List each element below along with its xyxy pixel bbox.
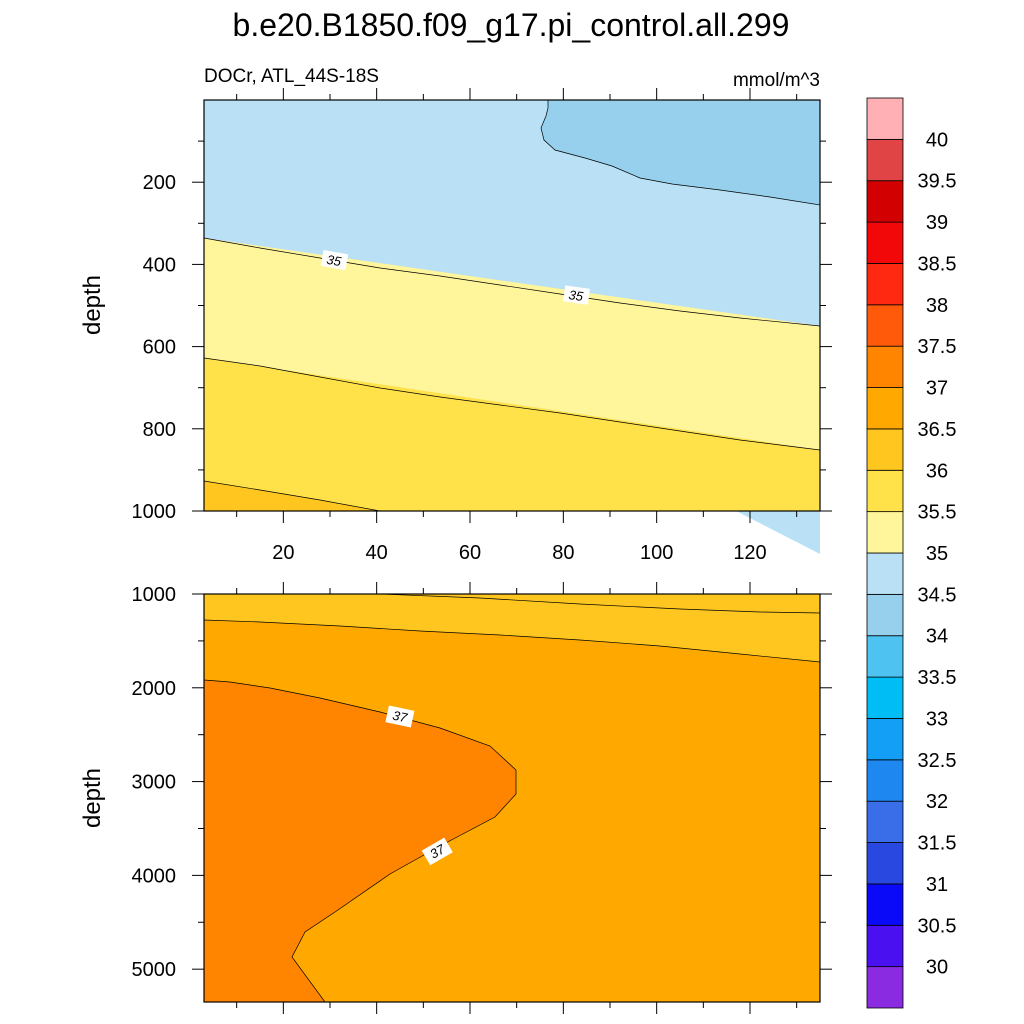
upper-panel: 35 35 20 40 60 80 100 120 200 400 600 800 1000 dep… <box>79 88 832 564</box>
colorbar-box <box>866 428 904 471</box>
contour-line-35 <box>203 237 821 327</box>
colorbar-box <box>866 718 904 761</box>
colorbar-box <box>866 221 904 264</box>
colorbar-label: 34 <box>926 626 948 648</box>
colorbar: 30 30.5 31 31.5 32 32.5 33 33.5 34 34.5 35 35.5 36 36… <box>866 97 957 1009</box>
colorbar-label: 40 <box>926 129 948 151</box>
y-tick-label: 400 <box>143 254 176 276</box>
colorbar-label: 31 <box>926 874 948 896</box>
x-tick-label: 20 <box>272 542 294 564</box>
colorbar-label: 36 <box>926 460 948 482</box>
colorbar-box <box>866 345 904 388</box>
colorbar-box <box>866 552 904 595</box>
colorbar-label: 37 <box>926 378 948 400</box>
colorbar-box <box>866 842 904 885</box>
y-tick-label: 4000 <box>132 865 177 887</box>
colorbar-label: 36.5 <box>918 419 957 441</box>
colorbar-label: 32 <box>926 791 948 813</box>
region-36-36.5 <box>204 594 820 662</box>
y-tick-label: 1000 <box>132 501 177 523</box>
lower-panel-frame <box>203 593 821 1003</box>
chart-title: b.e20.B1850.f09_g17.pi_control.all.299 <box>233 7 790 43</box>
contour-label-text: 35 <box>568 287 585 304</box>
colorbar-box <box>866 924 904 968</box>
colorbar-box <box>866 263 904 306</box>
contour-line-36 <box>203 619 821 663</box>
contour-label: 37 <box>421 837 453 866</box>
colorbar-box <box>866 800 904 843</box>
y-tick-label: 200 <box>143 172 176 194</box>
subtitle-left: DOCr, ATL_44S-18S <box>204 66 379 87</box>
contour-label-text: 35 <box>325 252 343 269</box>
colorbar-box <box>866 469 904 513</box>
y-tick-label: 600 <box>143 337 176 359</box>
y-tick-label: 1000 <box>132 584 177 606</box>
colorbar-label: 30 <box>926 957 948 979</box>
y-tick-label: 5000 <box>132 959 177 981</box>
upper-ticks: 20 40 60 80 100 120 200 400 600 800 1000 <box>132 88 832 564</box>
colorbar-box <box>866 883 904 926</box>
x-tick-label: 40 <box>366 542 388 564</box>
colorbar-label: 34.5 <box>918 584 957 606</box>
colorbar-label: 38.5 <box>918 253 957 275</box>
colorbar-label: 38 <box>926 295 948 317</box>
y-tick-label: 800 <box>143 419 176 441</box>
colorbar-label: 37.5 <box>918 336 957 358</box>
colorbar-box <box>866 387 904 430</box>
x-tick-label: 60 <box>459 542 481 564</box>
colorbar-box <box>866 97 904 140</box>
colorbar-label: 31.5 <box>918 833 957 855</box>
colorbar-box <box>866 138 904 182</box>
region-35-35.5 <box>204 238 820 450</box>
x-tick-label: 120 <box>733 542 766 564</box>
colorbar-box <box>866 180 904 223</box>
region-35.5-36 <box>204 358 820 511</box>
colorbar-box <box>866 593 904 637</box>
colorbar-label: 33 <box>926 708 948 730</box>
x-tick-label: 80 <box>552 542 574 564</box>
colorbar-box <box>866 676 904 719</box>
upper-ylabel: depth <box>79 275 106 335</box>
lower-ylabel: depth <box>79 768 106 828</box>
region-34-34.5 <box>540 99 821 206</box>
colorbar-label: 35 <box>926 543 948 565</box>
colorbar-label: 39.5 <box>918 171 957 193</box>
contour-line-35.5 <box>203 357 821 451</box>
colorbar-box <box>866 759 904 802</box>
contour-label: 37 <box>385 705 415 728</box>
y-tick-label: 3000 <box>132 772 177 794</box>
x-tick-label: 100 <box>640 542 673 564</box>
lower-ticks: 1000 2000 3000 4000 5000 <box>132 582 832 1014</box>
contour-label: 35 <box>563 285 590 305</box>
colorbar-label: 39 <box>926 212 948 234</box>
contour-label-text: 37 <box>391 708 409 726</box>
colorbar-box <box>866 304 904 347</box>
colorbar-label: 30.5 <box>918 915 957 937</box>
colorbar-box <box>866 635 904 678</box>
region-37-37.5 <box>203 679 517 1003</box>
colorbar-box <box>866 511 904 554</box>
colorbar-box <box>866 966 904 1009</box>
colorbar-label: 33.5 <box>918 667 957 689</box>
colorbar-label: 35.5 <box>918 502 957 524</box>
y-tick-label: 2000 <box>132 678 177 700</box>
lower-panel: 37 37 1000 2000 3000 4000 5000 depth <box>79 582 832 1014</box>
colorbar-label: 32.5 <box>918 750 957 772</box>
contour-label: 35 <box>320 250 349 271</box>
subtitle-right: mmol/m^3 <box>733 70 820 91</box>
